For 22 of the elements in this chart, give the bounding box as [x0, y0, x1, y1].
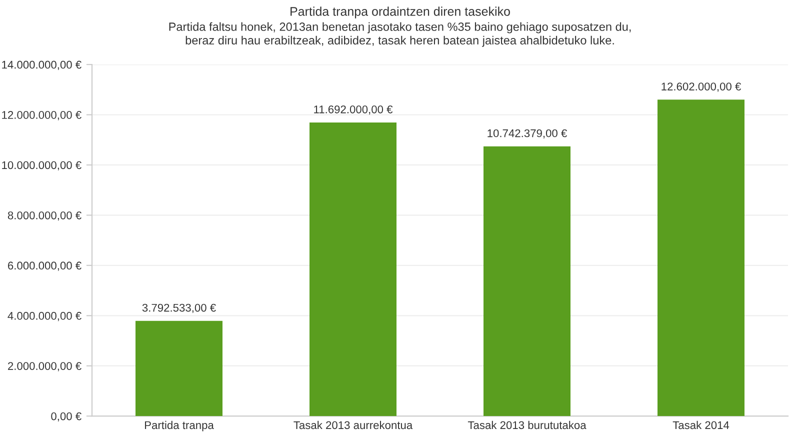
- y-tick-label: 6.000.000,00 €: [8, 262, 82, 271]
- data-label: 12.602.000,00 €: [662, 82, 742, 92]
- bar: [310, 122, 396, 416]
- y-tick-label: 12.000.000,00 €: [2, 111, 82, 120]
- y-tick-label: 8.000.000,00 €: [8, 211, 82, 221]
- y-tick-label: 2.000.000,00 €: [8, 362, 82, 372]
- data-label: 3.792.533,00 €: [142, 304, 216, 314]
- y-tick-label: 14.000.000,00 €: [2, 60, 82, 70]
- y-tick-label: 0,00 €: [51, 412, 82, 422]
- x-tick-label: Tasak 2013 aurrekontua: [294, 420, 413, 430]
- data-label: 11.692.000,00 €: [314, 105, 393, 115]
- bar: [484, 146, 570, 416]
- chart-subtitle: Partida faltsu honek, 2013an benetan jasotako tasen %35 baino gehiago suposatzen du, beraz diru hau erabiltzeak, adibidez, tasak heren batean jaistea ahalbidetuko luke.: [169, 22, 631, 47]
- y-tick-label: 10.000.000,00 €: [2, 161, 82, 170]
- x-tick-label: Tasak 2014: [672, 420, 730, 430]
- bar: [136, 320, 222, 416]
- x-tick-label: Tasak 2013 burututakoa: [468, 420, 586, 430]
- y-tick-label: 4.000.000,00 €: [8, 312, 82, 322]
- data-label: 10.742.379,00 €: [488, 129, 568, 138]
- chart-title: Partida tranpa ordaintzen diren tasekiko: [290, 6, 510, 18]
- x-tick-label: Partida tranpa: [145, 420, 214, 432]
- bar: [658, 100, 744, 416]
